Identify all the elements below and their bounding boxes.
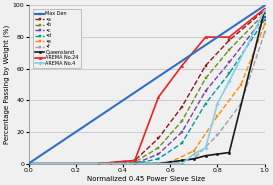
•f bbox=[263, 31, 266, 33]
Legend: Max Den, •a, •b, •c, •d, •e, •f, Queensland, AREMA No.24, AREMA No.4: Max Den, •a, •b, •c, •d, •e, •f, Queensl… bbox=[33, 9, 81, 68]
Queensland bbox=[263, 9, 266, 11]
•e bbox=[192, 150, 195, 152]
•a bbox=[180, 106, 184, 108]
•e bbox=[145, 162, 148, 165]
Line: •a: •a bbox=[98, 9, 266, 165]
•a bbox=[228, 39, 231, 41]
Line: Queensland: Queensland bbox=[27, 9, 266, 165]
•d bbox=[133, 162, 136, 165]
•e bbox=[239, 83, 243, 86]
•c bbox=[98, 162, 101, 165]
Y-axis label: Percentage Passing by Weight (%): Percentage Passing by Weight (%) bbox=[4, 25, 10, 144]
•d bbox=[109, 162, 113, 165]
•c bbox=[157, 153, 160, 155]
AREMA No.4 bbox=[157, 162, 160, 165]
AREMA No.24 bbox=[204, 36, 207, 38]
•b bbox=[157, 147, 160, 149]
•c bbox=[228, 61, 231, 63]
Line: •f: •f bbox=[122, 31, 266, 165]
•b bbox=[263, 12, 266, 14]
Line: •d: •d bbox=[110, 18, 266, 165]
AREMA No.4 bbox=[228, 80, 231, 83]
AREMA No.4 bbox=[216, 102, 219, 105]
Queensland bbox=[157, 162, 160, 165]
AREMA No.4 bbox=[180, 162, 184, 165]
•b bbox=[133, 161, 136, 163]
Line: AREMA No.24: AREMA No.24 bbox=[27, 7, 266, 165]
AREMA No.4 bbox=[192, 153, 195, 155]
•c bbox=[133, 162, 136, 165]
•b bbox=[228, 49, 231, 51]
AREMA No.4 bbox=[263, 9, 266, 11]
AREMA No.4 bbox=[27, 162, 30, 165]
•e bbox=[168, 161, 172, 163]
•f bbox=[239, 102, 243, 105]
•e bbox=[121, 162, 124, 165]
•f bbox=[216, 134, 219, 136]
•b bbox=[204, 77, 207, 79]
•a bbox=[98, 162, 101, 165]
•d bbox=[263, 18, 266, 21]
Queensland bbox=[216, 153, 219, 155]
•f bbox=[121, 162, 124, 165]
Queensland bbox=[27, 162, 30, 165]
Queensland bbox=[168, 161, 172, 163]
Queensland bbox=[192, 158, 195, 160]
•b bbox=[180, 120, 184, 122]
•a bbox=[157, 137, 160, 139]
•d bbox=[228, 72, 231, 75]
AREMA No.24 bbox=[98, 162, 101, 165]
Queensland bbox=[204, 155, 207, 157]
•c bbox=[204, 90, 207, 92]
AREMA No.24 bbox=[27, 162, 30, 165]
X-axis label: Normalized 0.45 Power Sieve Size: Normalized 0.45 Power Sieve Size bbox=[87, 176, 206, 181]
•f bbox=[168, 162, 172, 165]
Line: •c: •c bbox=[98, 15, 266, 165]
•a bbox=[263, 9, 266, 11]
•c bbox=[263, 15, 266, 18]
•e bbox=[263, 23, 266, 26]
AREMA No.24 bbox=[157, 96, 160, 98]
•d bbox=[204, 102, 207, 105]
AREMA No.24 bbox=[263, 8, 266, 10]
Line: •e: •e bbox=[122, 23, 266, 165]
Queensland bbox=[180, 159, 184, 162]
•e bbox=[216, 115, 219, 117]
•f bbox=[192, 158, 195, 160]
•b bbox=[98, 162, 101, 165]
Line: •b: •b bbox=[98, 12, 266, 165]
AREMA No.24 bbox=[180, 64, 184, 67]
AREMA No.24 bbox=[133, 159, 136, 162]
•d bbox=[180, 142, 184, 144]
•c bbox=[180, 131, 184, 133]
AREMA No.24 bbox=[228, 36, 231, 38]
•a bbox=[204, 64, 207, 67]
AREMA No.4 bbox=[204, 147, 207, 149]
•d bbox=[157, 158, 160, 160]
Line: AREMA No.4: AREMA No.4 bbox=[27, 9, 266, 165]
•f bbox=[145, 162, 148, 165]
•a bbox=[133, 159, 136, 162]
Queensland bbox=[228, 151, 231, 154]
